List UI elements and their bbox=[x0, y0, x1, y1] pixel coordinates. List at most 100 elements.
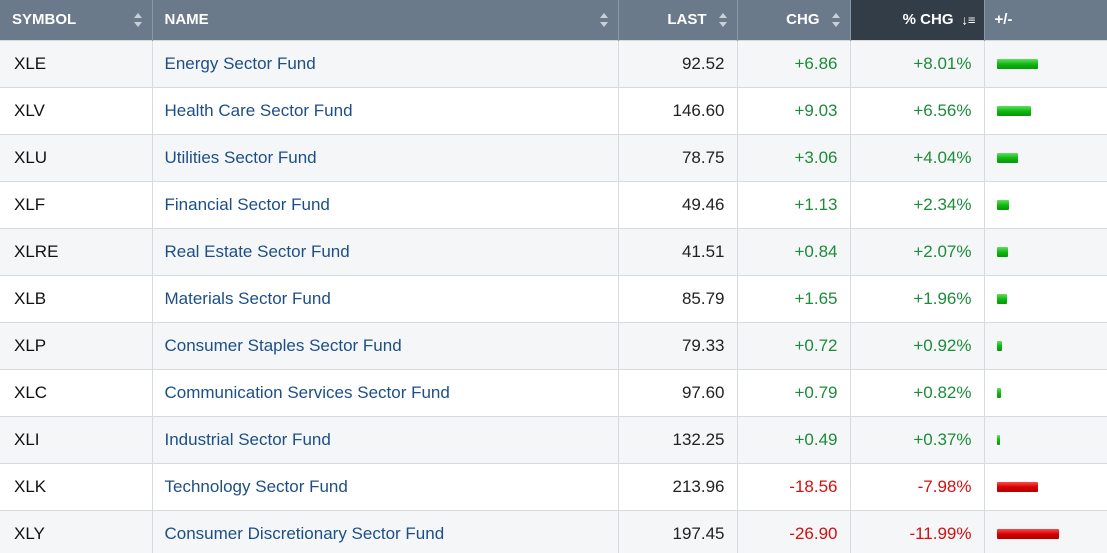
percent-change-cell: +0.82% bbox=[850, 368, 985, 416]
table-row[interactable]: XLU Utilities Sector Fund 78.75 +3.06 +4.04% bbox=[0, 133, 1107, 181]
change-bar-cell bbox=[984, 321, 1107, 369]
symbol-cell: XLRE bbox=[0, 227, 153, 275]
column-header-last-label: LAST bbox=[667, 11, 707, 29]
fund-name-link[interactable]: Consumer Staples Sector Fund bbox=[164, 335, 402, 355]
column-header-symbol-label: SYMBOL bbox=[12, 11, 77, 29]
fund-name-link[interactable]: Energy Sector Fund bbox=[164, 53, 316, 73]
column-header-pct-chg[interactable]: % CHG ↓≡ bbox=[850, 0, 985, 40]
table-row[interactable]: XLF Financial Sector Fund 49.46 +1.13 +2.34% bbox=[0, 180, 1107, 228]
name-cell: Utilities Sector Fund bbox=[152, 133, 619, 181]
change-cell: +0.79 bbox=[737, 368, 851, 416]
percent-change-cell: +4.04% bbox=[850, 133, 985, 181]
change-cell: -18.56 bbox=[737, 462, 851, 510]
table-row[interactable]: XLRE Real Estate Sector Fund 41.51 +0.84 +2.… bbox=[0, 227, 1107, 275]
last-price-cell: 132.25 bbox=[618, 415, 738, 463]
table-row[interactable]: XLK Technology Sector Fund 213.96 -18.56 -7.… bbox=[0, 462, 1107, 510]
fund-name-link[interactable]: Health Care Sector Fund bbox=[164, 100, 353, 120]
change-bar-cell bbox=[984, 227, 1107, 275]
symbol-cell: XLC bbox=[0, 368, 153, 416]
table-row[interactable]: XLY Consumer Discretionary Sector Fund 197… bbox=[0, 509, 1107, 553]
fund-name-link[interactable]: Communication Services Sector Fund bbox=[164, 382, 450, 402]
percent-change-cell: -11.99% bbox=[850, 509, 985, 553]
name-cell: Communication Services Sector Fund bbox=[152, 368, 619, 416]
change-bar-cell bbox=[984, 368, 1107, 416]
last-price-cell: 92.52 bbox=[618, 39, 738, 87]
table-header: SYMBOL NAME LAST CHG % CHG ↓≡ +/- bbox=[0, 0, 1107, 40]
column-header-name-label: NAME bbox=[164, 11, 209, 29]
change-cell: -26.90 bbox=[737, 509, 851, 553]
change-bar bbox=[996, 105, 1031, 116]
symbol-cell: XLV bbox=[0, 86, 153, 134]
change-cell: +1.13 bbox=[737, 180, 851, 228]
change-bar bbox=[996, 58, 1038, 69]
change-cell: +0.72 bbox=[737, 321, 851, 369]
change-bar-cell bbox=[984, 133, 1107, 181]
table-row[interactable]: XLI Industrial Sector Fund 132.25 +0.49 +0.3… bbox=[0, 415, 1107, 463]
symbol-cell: XLE bbox=[0, 39, 153, 87]
fund-name-link[interactable]: Utilities Sector Fund bbox=[164, 147, 317, 167]
column-header-bar: +/- bbox=[984, 0, 1107, 40]
change-bar-cell bbox=[984, 86, 1107, 134]
name-cell: Health Care Sector Fund bbox=[152, 86, 619, 134]
change-bar bbox=[996, 246, 1008, 257]
table-row[interactable]: XLV Health Care Sector Fund 146.60 +9.03 +6.… bbox=[0, 86, 1107, 134]
name-cell: Financial Sector Fund bbox=[152, 180, 619, 228]
table-row[interactable]: XLB Materials Sector Fund 85.79 +1.65 +1.96% bbox=[0, 274, 1107, 322]
percent-change-cell: +2.07% bbox=[850, 227, 985, 275]
column-header-symbol[interactable]: SYMBOL bbox=[0, 0, 153, 40]
last-price-cell: 79.33 bbox=[618, 321, 738, 369]
change-bar bbox=[996, 481, 1038, 492]
fund-name-link[interactable]: Real Estate Sector Fund bbox=[164, 241, 350, 261]
name-cell: Consumer Discretionary Sector Fund bbox=[152, 509, 619, 553]
column-header-chg-label: CHG bbox=[786, 11, 820, 29]
change-bar-cell bbox=[984, 39, 1107, 87]
change-bar-cell bbox=[984, 509, 1107, 553]
last-price-cell: 213.96 bbox=[618, 462, 738, 510]
change-bar bbox=[996, 199, 1009, 210]
change-cell: +0.84 bbox=[737, 227, 851, 275]
fund-name-link[interactable]: Consumer Discretionary Sector Fund bbox=[164, 523, 445, 543]
name-cell: Energy Sector Fund bbox=[152, 39, 619, 87]
sort-icon bbox=[831, 12, 840, 27]
column-header-pct-chg-label: % CHG bbox=[902, 11, 954, 29]
column-header-last[interactable]: LAST bbox=[618, 0, 738, 40]
change-bar-cell bbox=[984, 462, 1107, 510]
change-cell: +1.65 bbox=[737, 274, 851, 322]
sort-descending-icon: ↓≡ bbox=[961, 12, 976, 28]
symbol-cell: XLP bbox=[0, 321, 153, 369]
symbol-cell: XLB bbox=[0, 274, 153, 322]
fund-name-link[interactable]: Technology Sector Fund bbox=[164, 476, 348, 496]
percent-change-cell: +6.56% bbox=[850, 86, 985, 134]
percent-change-cell: +8.01% bbox=[850, 39, 985, 87]
change-bar bbox=[996, 387, 1001, 398]
column-header-chg[interactable]: CHG bbox=[737, 0, 851, 40]
fund-name-link[interactable]: Industrial Sector Fund bbox=[164, 429, 331, 449]
name-cell: Technology Sector Fund bbox=[152, 462, 619, 510]
change-cell: +0.49 bbox=[737, 415, 851, 463]
fund-name-link[interactable]: Financial Sector Fund bbox=[164, 194, 330, 214]
change-cell: +6.86 bbox=[737, 39, 851, 87]
sort-icon bbox=[599, 12, 608, 27]
fund-name-link[interactable]: Materials Sector Fund bbox=[164, 288, 331, 308]
percent-change-cell: +0.37% bbox=[850, 415, 985, 463]
last-price-cell: 78.75 bbox=[618, 133, 738, 181]
last-price-cell: 97.60 bbox=[618, 368, 738, 416]
percent-change-cell: -7.98% bbox=[850, 462, 985, 510]
last-price-cell: 41.51 bbox=[618, 227, 738, 275]
name-cell: Industrial Sector Fund bbox=[152, 415, 619, 463]
change-bar-cell bbox=[984, 415, 1107, 463]
symbol-cell: XLY bbox=[0, 509, 153, 553]
percent-change-cell: +2.34% bbox=[850, 180, 985, 228]
change-bar-cell bbox=[984, 180, 1107, 228]
name-cell: Consumer Staples Sector Fund bbox=[152, 321, 619, 369]
change-bar bbox=[996, 340, 1002, 351]
percent-change-cell: +0.92% bbox=[850, 321, 985, 369]
table-row[interactable]: XLC Communication Services Sector Fund 97.… bbox=[0, 368, 1107, 416]
table-row[interactable]: XLE Energy Sector Fund 92.52 +6.86 +8.01% bbox=[0, 39, 1107, 87]
last-price-cell: 146.60 bbox=[618, 86, 738, 134]
change-bar-cell bbox=[984, 274, 1107, 322]
name-cell: Materials Sector Fund bbox=[152, 274, 619, 322]
column-header-name[interactable]: NAME bbox=[152, 0, 619, 40]
table-row[interactable]: XLP Consumer Staples Sector Fund 79.33 +0.7… bbox=[0, 321, 1107, 369]
